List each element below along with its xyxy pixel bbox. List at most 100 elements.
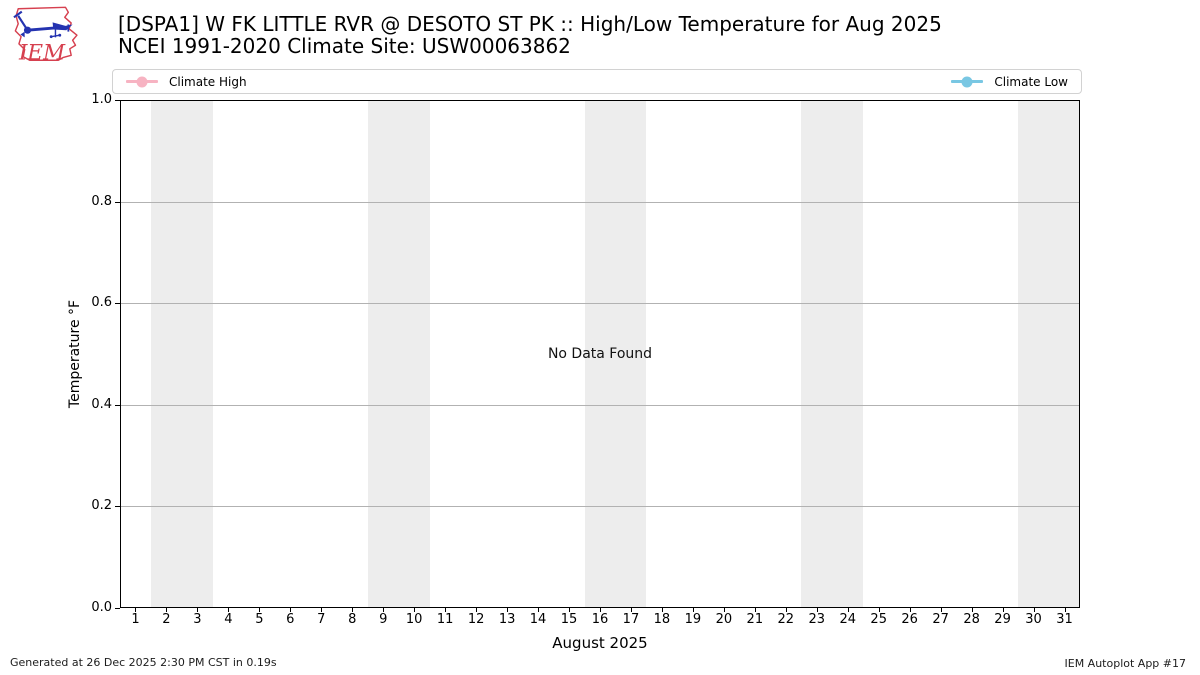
legend-label-climate-high: Climate High xyxy=(169,74,247,89)
y-tick-label: 1.0 xyxy=(91,92,112,107)
weather-vane-icon xyxy=(13,10,73,39)
title-block: [DSPA1] W FK LITTLE RVR @ DESOTO ST PK :… xyxy=(118,13,942,57)
y-tick-label: 0.4 xyxy=(91,396,112,412)
x-tick-label: 11 xyxy=(436,612,454,627)
x-tick-mark xyxy=(538,608,540,612)
plot-area: No Data Found xyxy=(120,100,1080,608)
app-credit-text: IEM Autoplot App #17 xyxy=(1064,657,1187,670)
x-tick-mark xyxy=(414,608,416,612)
x-tick-mark xyxy=(352,608,354,612)
x-tick-label: 2 xyxy=(162,612,171,627)
weekend-band xyxy=(801,100,864,608)
x-tick-label: 24 xyxy=(839,612,856,627)
x-tick-mark xyxy=(816,608,818,612)
y-tick-mark xyxy=(115,201,120,203)
x-axis-label: August 2025 xyxy=(552,634,648,652)
y-tick-label: 0.0 xyxy=(91,600,112,615)
y-tick-mark xyxy=(115,404,120,406)
x-tick-mark xyxy=(878,608,880,612)
x-tick-mark xyxy=(166,608,168,612)
x-tick-mark xyxy=(197,608,199,612)
x-tick-mark xyxy=(785,608,787,612)
y-tick-mark xyxy=(115,303,120,305)
x-tick-label: 8 xyxy=(348,612,357,627)
y-axis-label: Temperature °F xyxy=(67,299,83,409)
legend-label-climate-low: Climate Low xyxy=(994,74,1068,89)
x-tick-label: 20 xyxy=(715,612,733,627)
x-tick-label: 12 xyxy=(467,612,485,627)
x-tick-mark xyxy=(692,608,694,612)
y-tick-label: 0.2 xyxy=(91,498,112,514)
iem-logo-text: IEM xyxy=(18,41,66,66)
x-tick-label: 3 xyxy=(193,612,202,627)
x-tick-label: 9 xyxy=(379,612,388,627)
x-tick-mark xyxy=(630,608,632,612)
x-tick-label: 16 xyxy=(591,612,609,627)
x-tick-mark xyxy=(383,608,385,612)
x-tick-label: 5 xyxy=(255,612,264,627)
x-tick-label: 31 xyxy=(1056,612,1073,627)
y-gridline xyxy=(120,404,1080,406)
x-tick-label: 30 xyxy=(1025,612,1042,627)
x-tick-label: 19 xyxy=(684,612,702,627)
x-tick-mark xyxy=(569,608,571,612)
x-tick-label: 25 xyxy=(870,612,887,627)
x-tick-mark xyxy=(445,608,447,612)
x-tick-label: 14 xyxy=(529,612,547,627)
climate-high-marker-icon xyxy=(126,76,158,87)
x-tick-mark xyxy=(1064,608,1066,612)
generated-at-text: Generated at 26 Dec 2025 2:30 PM CST in … xyxy=(10,656,277,669)
x-tick-mark xyxy=(1033,608,1035,612)
x-tick-mark xyxy=(259,608,261,612)
weekend-band xyxy=(1018,100,1080,608)
x-tick-label: 10 xyxy=(405,612,423,627)
x-tick-mark xyxy=(228,608,230,612)
x-tick-label: 1 xyxy=(131,612,140,627)
x-tick-mark xyxy=(600,608,601,612)
y-tick-label: 0.6 xyxy=(91,295,112,311)
x-tick-label: 7 xyxy=(317,612,326,627)
legend: Climate High Climate Low xyxy=(112,69,1082,94)
x-tick-label: 18 xyxy=(653,612,671,627)
x-tick-mark xyxy=(1002,608,1004,612)
x-tick-mark xyxy=(476,608,478,612)
y-gridline xyxy=(120,506,1080,508)
x-tick-label: 6 xyxy=(286,612,295,627)
weekend-band xyxy=(584,100,647,608)
climate-low-marker-icon xyxy=(951,76,984,87)
x-tick-label: 27 xyxy=(932,612,949,627)
x-tick-mark xyxy=(661,608,663,612)
legend-item-climate-low: Climate Low xyxy=(951,75,1068,89)
x-tick-mark xyxy=(754,608,756,612)
x-tick-label: 15 xyxy=(560,612,578,627)
y-tick-mark xyxy=(115,100,120,101)
y-tick-mark xyxy=(115,608,120,609)
x-tick-mark xyxy=(507,608,509,612)
chart-subtitle: NCEI 1991-2020 Climate Site: USW00063862 xyxy=(118,34,571,58)
x-tick-mark xyxy=(135,608,137,612)
x-tick-label: 13 xyxy=(498,612,516,627)
weekend-band xyxy=(367,100,430,608)
x-tick-mark xyxy=(940,608,942,612)
x-tick-label: 23 xyxy=(808,612,826,627)
x-tick-mark xyxy=(321,608,323,612)
x-tick-mark xyxy=(723,608,725,612)
x-tick-label: 22 xyxy=(777,612,795,627)
weekend-band xyxy=(150,100,213,608)
x-tick-label: 28 xyxy=(963,612,980,627)
x-tick-mark xyxy=(971,608,973,612)
x-tick-label: 26 xyxy=(901,612,918,627)
y-tick-label: 0.8 xyxy=(91,193,112,209)
chart-title: [DSPA1] W FK LITTLE RVR @ DESOTO ST PK :… xyxy=(118,12,942,36)
y-gridline xyxy=(120,201,1080,203)
legend-item-climate-high: Climate High xyxy=(126,75,247,89)
x-tick-label: 4 xyxy=(224,612,233,627)
x-tick-label: 29 xyxy=(994,612,1011,627)
x-tick-mark xyxy=(909,608,911,612)
x-tick-mark xyxy=(847,608,849,612)
x-tick-label: 21 xyxy=(746,612,764,627)
no-data-message: No Data Found xyxy=(547,346,653,362)
iem-logo: IEM xyxy=(13,6,78,66)
y-tick-mark xyxy=(115,506,120,508)
